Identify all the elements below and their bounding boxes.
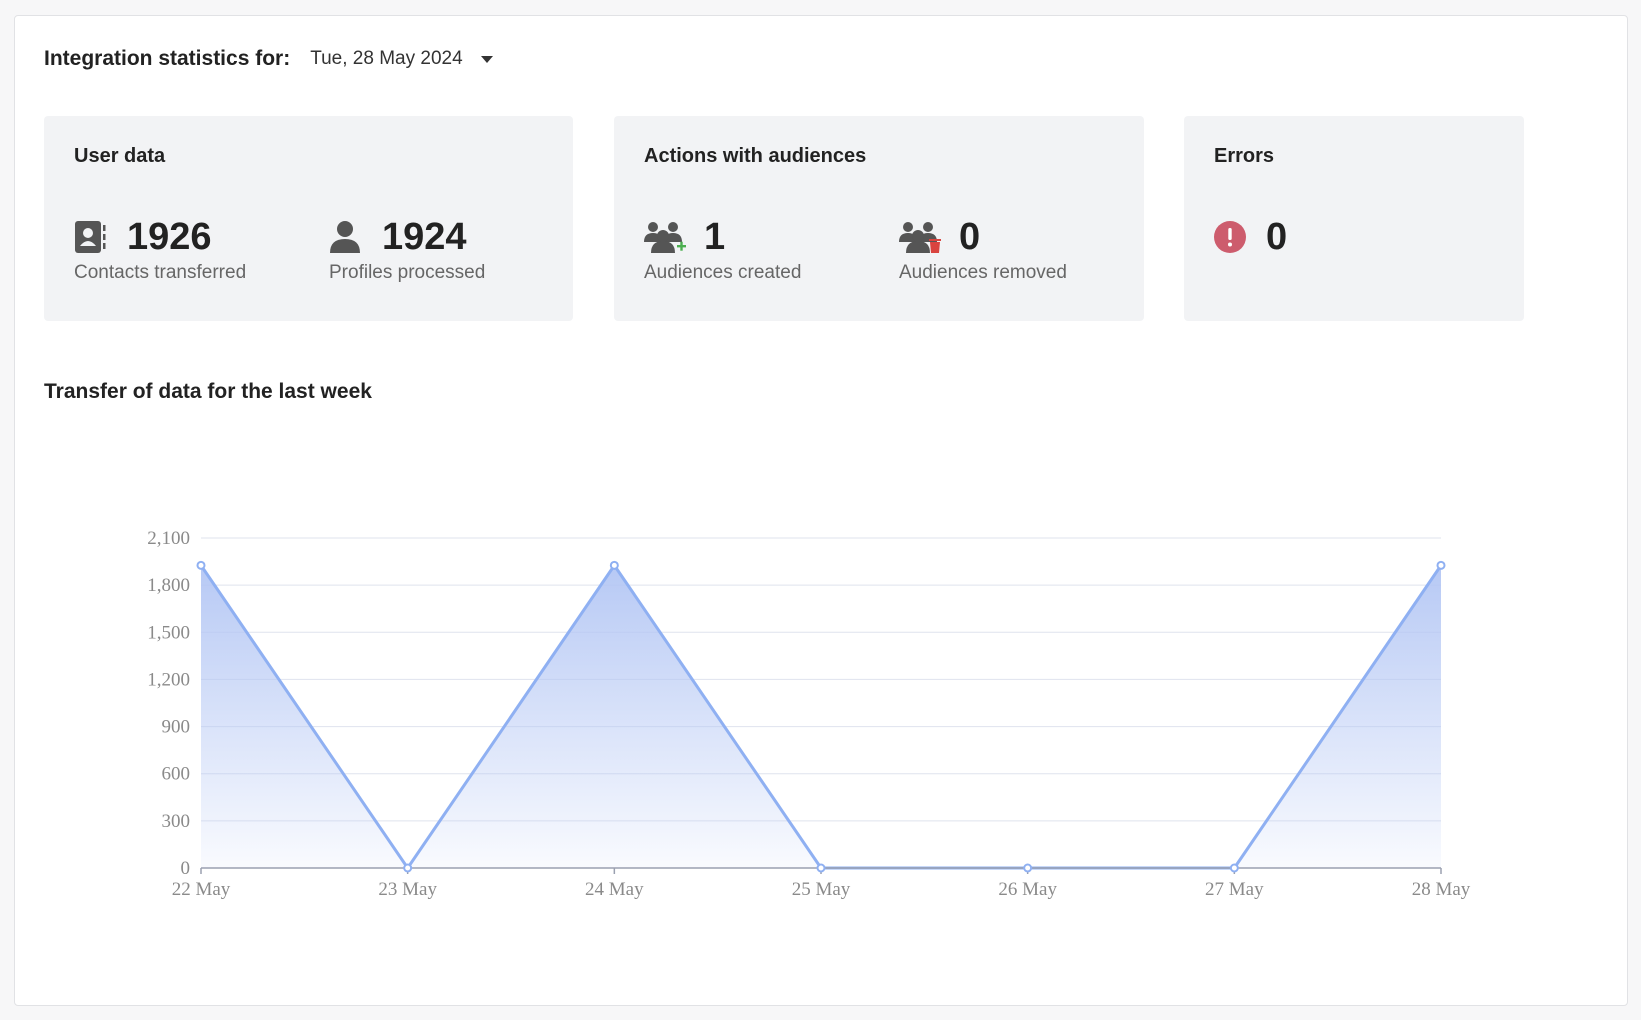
audience-delete-icon bbox=[899, 217, 943, 257]
contacts-metric: 1926 Contacts transferred bbox=[74, 214, 246, 284]
series-line bbox=[199, 563, 1443, 870]
error-icon bbox=[1214, 217, 1246, 257]
chevron-down-icon bbox=[480, 55, 493, 63]
card-title: Errors bbox=[1214, 145, 1275, 167]
header-label: Integration statistics for: bbox=[44, 47, 291, 70]
data-point[interactable] bbox=[1023, 863, 1033, 873]
y-tick-label: 0 bbox=[181, 858, 191, 879]
date-dropdown[interactable]: Tue, 28 May 2024 bbox=[310, 48, 493, 70]
audiences-created-label: Audiences created bbox=[644, 262, 802, 283]
errors-metric: 0 bbox=[1214, 214, 1287, 260]
y-tick-label: 1,500 bbox=[147, 622, 190, 643]
data-point[interactable] bbox=[403, 863, 413, 873]
audiences-created-value: 1 bbox=[704, 215, 726, 258]
y-tick-label: 600 bbox=[162, 764, 191, 785]
errors-value: 0 bbox=[1266, 215, 1288, 258]
card-title: User data bbox=[74, 145, 166, 167]
audiences-removed-metric: 0 Audiences removed bbox=[899, 214, 1067, 284]
errors-card: Errors 0 bbox=[1184, 116, 1524, 321]
contacts-label: Contacts transferred bbox=[74, 262, 247, 283]
y-tick-label: 2,100 bbox=[147, 528, 190, 549]
data-point[interactable] bbox=[196, 560, 206, 570]
x-tick-label: 23 May bbox=[378, 879, 437, 900]
contact-book-icon bbox=[74, 217, 118, 257]
x-tick-label: 28 May bbox=[1412, 879, 1471, 900]
audiences-created-metric: 1 Audiences created bbox=[644, 214, 801, 284]
audience-add-icon bbox=[644, 217, 688, 257]
data-point[interactable] bbox=[609, 560, 619, 570]
x-tick-label: 24 May bbox=[585, 879, 644, 900]
date-value: Tue, 28 May 2024 bbox=[310, 48, 463, 69]
audiences-card: Actions with audiences 1 Audiences creat… bbox=[614, 116, 1144, 321]
area-fill bbox=[201, 565, 1441, 868]
y-tick-label: 1,200 bbox=[147, 669, 190, 690]
data-point[interactable] bbox=[1436, 560, 1446, 570]
data-point[interactable] bbox=[816, 863, 826, 873]
card-title: Actions with audiences bbox=[644, 145, 867, 167]
x-tick-label: 22 May bbox=[172, 879, 231, 900]
user-data-card: User data 1926 Contacts transferred bbox=[44, 116, 573, 321]
x-tick-label: 25 May bbox=[792, 879, 851, 900]
chart-title: Transfer of data for the last week bbox=[44, 380, 372, 403]
audiences-removed-label: Audiences removed bbox=[899, 262, 1067, 283]
x-tick-label: 27 May bbox=[1205, 879, 1264, 900]
x-tick-label: 26 May bbox=[998, 879, 1057, 900]
y-tick-label: 900 bbox=[162, 717, 191, 738]
audiences-removed-value: 0 bbox=[959, 215, 981, 258]
profiles-label: Profiles processed bbox=[329, 262, 486, 283]
profiles-metric: 1924 Profiles processed bbox=[329, 214, 485, 284]
data-point[interactable] bbox=[1229, 863, 1239, 873]
contacts-value: 1926 bbox=[127, 215, 212, 258]
person-icon bbox=[329, 217, 373, 257]
y-tick-label: 300 bbox=[162, 811, 191, 832]
stats-header: Integration statistics for: Tue, 28 May … bbox=[44, 44, 493, 74]
profiles-value: 1924 bbox=[382, 215, 467, 258]
y-tick-label: 1,800 bbox=[147, 575, 190, 596]
